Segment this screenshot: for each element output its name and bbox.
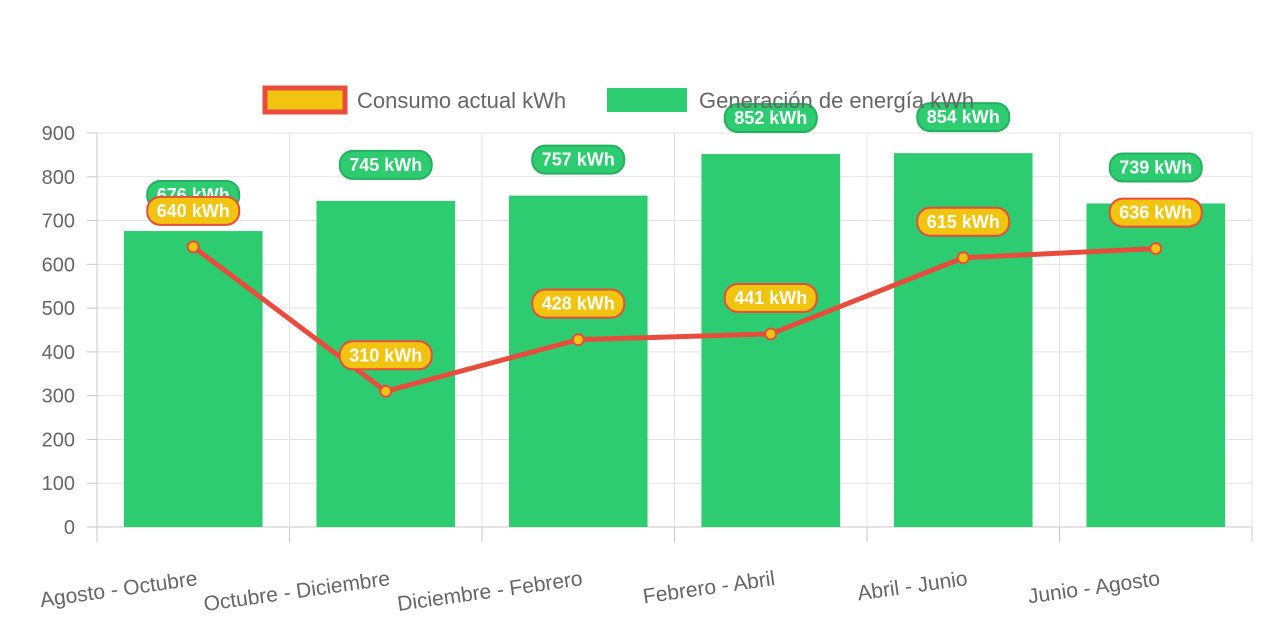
line-data-label: 428 kWh bbox=[542, 294, 615, 314]
legend-label-generacion: Generación de energía kWh bbox=[699, 88, 974, 113]
y-tick-label: 0 bbox=[64, 517, 75, 539]
bar-data-label: 757 kWh bbox=[542, 150, 615, 170]
line-data-label-box bbox=[1108, 197, 1203, 228]
x-category-label: Octubre - Diciembre bbox=[202, 567, 391, 616]
y-tick-label: 900 bbox=[42, 123, 75, 145]
line-point-consumo bbox=[379, 384, 393, 398]
bar-data-label: 852 kWh bbox=[734, 108, 807, 128]
x-category-label: Diciembre - Febrero bbox=[396, 567, 584, 616]
bar-data-label-box bbox=[531, 144, 626, 175]
bar-generacion bbox=[123, 231, 263, 527]
legend-item-generacion[interactable]: Generación de energía kWh bbox=[607, 88, 974, 113]
line-point-consumo bbox=[571, 333, 585, 347]
line-data-label-box bbox=[723, 282, 818, 313]
y-tick-label: 300 bbox=[42, 386, 75, 408]
legend-label-consumo: Consumo actual kWh bbox=[357, 88, 566, 113]
line-point-consumo bbox=[956, 251, 970, 265]
y-tick-label: 500 bbox=[42, 298, 75, 320]
line-data-label: 640 kWh bbox=[157, 201, 230, 221]
line-point-consumo bbox=[186, 240, 200, 254]
y-tick-label: 400 bbox=[42, 342, 75, 364]
legend-swatch-consumo bbox=[262, 85, 348, 115]
line-point-consumo bbox=[1149, 242, 1163, 256]
line-data-label: 441 kWh bbox=[734, 288, 807, 308]
y-tick-label: 600 bbox=[42, 254, 75, 276]
grid-lines bbox=[96, 132, 1253, 528]
line-data-label: 615 kWh bbox=[927, 212, 1000, 232]
line-data-label-box bbox=[531, 288, 626, 319]
line-data-label: 636 kWh bbox=[1119, 203, 1192, 223]
bar-generacion bbox=[1086, 203, 1226, 527]
bar-data-label: 745 kWh bbox=[349, 155, 422, 175]
y-tick-label: 100 bbox=[42, 473, 75, 495]
line-data-label-box bbox=[916, 206, 1011, 237]
legend-swatch-generacion bbox=[607, 88, 687, 112]
bar-generacion bbox=[701, 154, 841, 527]
line-data-label-box bbox=[146, 195, 241, 226]
line-data-label-box bbox=[338, 340, 433, 371]
bar-generacion bbox=[508, 195, 648, 527]
y-tick-label: 200 bbox=[42, 429, 75, 451]
legend[interactable]: Consumo actual kWh Generación de energía… bbox=[262, 85, 974, 115]
bar-data-label-box bbox=[723, 103, 818, 134]
bar-data-label-box bbox=[916, 102, 1011, 133]
x-category-label: Agosto - Octubre bbox=[39, 567, 199, 612]
y-tick-label: 800 bbox=[42, 167, 75, 189]
legend-item-consumo[interactable]: Consumo actual kWh bbox=[262, 85, 566, 115]
y-tick-label: 700 bbox=[42, 211, 75, 233]
bar-data-label-box bbox=[338, 149, 433, 180]
bar-data-label: 739 kWh bbox=[1119, 157, 1192, 177]
line-point-consumo bbox=[764, 327, 778, 341]
bar-data-label: 854 kWh bbox=[927, 107, 1000, 127]
line-data-label: 310 kWh bbox=[349, 345, 422, 365]
x-category-label: Febrero - Abril bbox=[641, 567, 776, 608]
bar-data-label-box bbox=[1108, 152, 1203, 183]
x-category-label: Abril - Junio bbox=[856, 567, 969, 605]
x-category-label: Junio - Agosto bbox=[1026, 567, 1161, 608]
